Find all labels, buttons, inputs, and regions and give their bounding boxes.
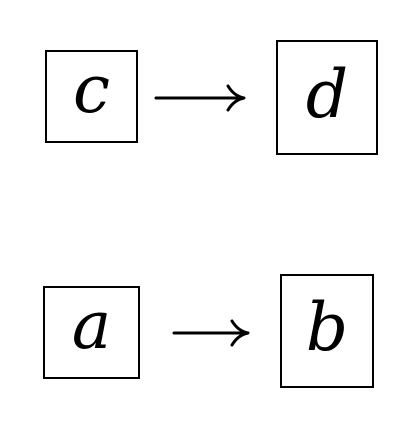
node-b: b bbox=[280, 274, 374, 388]
node-d: d bbox=[276, 40, 378, 155]
node-a: a bbox=[43, 286, 140, 379]
node-a-label: a bbox=[71, 286, 112, 364]
arrow-c-to-d bbox=[154, 84, 246, 112]
arrow-a-to-b bbox=[172, 319, 250, 347]
node-d-label: d bbox=[305, 55, 349, 133]
node-c-label: c bbox=[73, 50, 110, 128]
node-b-label: b bbox=[305, 289, 349, 366]
node-c: c bbox=[45, 50, 138, 143]
